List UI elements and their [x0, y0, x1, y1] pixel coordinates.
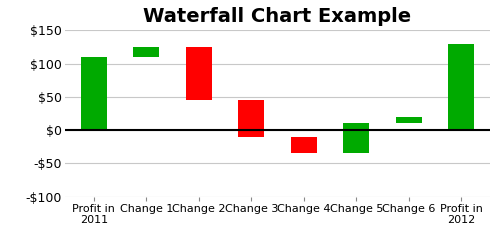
- Bar: [80, 57, 107, 130]
- Bar: [448, 44, 474, 130]
- Bar: [396, 117, 422, 123]
- Bar: [290, 137, 317, 153]
- Bar: [133, 47, 160, 57]
- Title: Waterfall Chart Example: Waterfall Chart Example: [144, 7, 412, 26]
- Bar: [238, 100, 264, 137]
- Bar: [186, 47, 212, 100]
- Bar: [343, 123, 369, 153]
